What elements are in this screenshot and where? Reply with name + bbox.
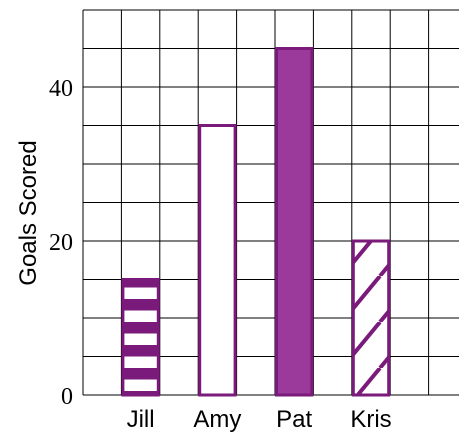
x-tick-label: Amy — [193, 406, 241, 433]
x-tick-labels: Jill Amy Pat Kris — [127, 406, 392, 433]
grid — [82, 9, 459, 396]
y-tick-label: 40 — [49, 76, 73, 102]
bars — [121, 47, 391, 397]
x-tick-label: Jill — [127, 406, 155, 433]
bar-amy — [198, 124, 237, 397]
bar-kris — [351, 239, 391, 397]
y-tick-label: 0 — [61, 384, 73, 410]
bar-pat — [275, 47, 314, 397]
x-tick-label: Kris — [350, 406, 391, 433]
y-axis-label: Goals Scored — [15, 140, 42, 285]
bar-jill — [121, 278, 160, 397]
x-tick-label: Pat — [276, 406, 312, 433]
y-tick-labels: 0 20 40 — [49, 76, 73, 410]
y-tick-label: 20 — [49, 230, 73, 256]
